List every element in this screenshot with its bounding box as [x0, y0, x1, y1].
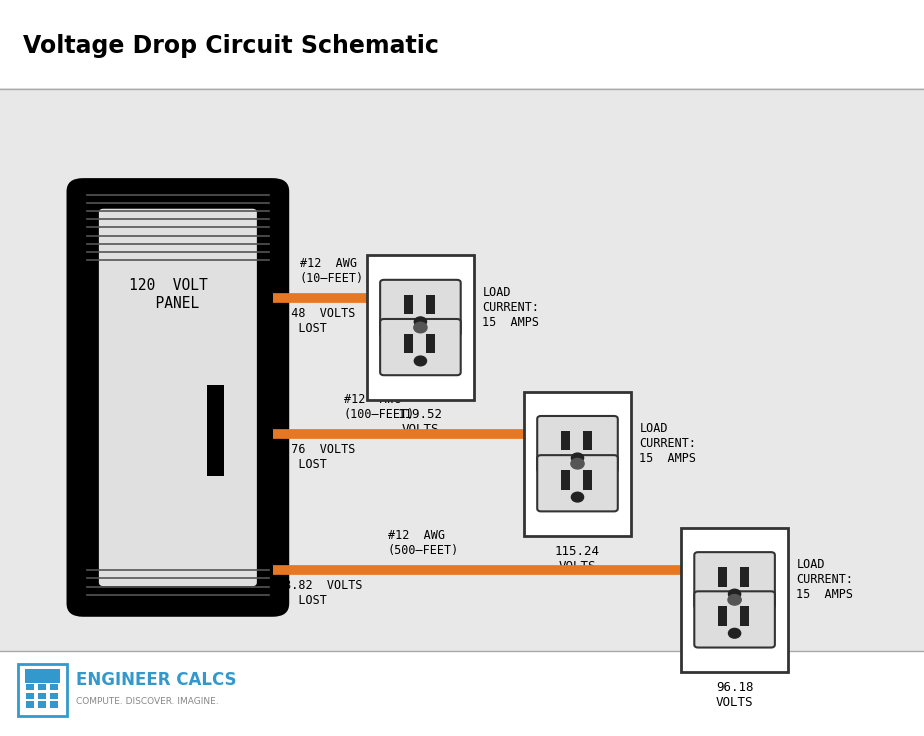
FancyBboxPatch shape	[537, 455, 618, 512]
FancyBboxPatch shape	[404, 294, 413, 314]
FancyBboxPatch shape	[26, 701, 34, 708]
FancyBboxPatch shape	[561, 431, 570, 450]
Circle shape	[728, 629, 741, 638]
FancyBboxPatch shape	[367, 255, 474, 400]
FancyBboxPatch shape	[425, 294, 434, 314]
Text: COMPUTE. DISCOVER. IMAGINE.: COMPUTE. DISCOVER. IMAGINE.	[76, 698, 218, 707]
Text: 0.48  VOLTS
   LOST: 0.48 VOLTS LOST	[277, 307, 356, 335]
FancyBboxPatch shape	[50, 701, 58, 708]
FancyBboxPatch shape	[718, 567, 727, 587]
FancyBboxPatch shape	[380, 319, 461, 375]
FancyBboxPatch shape	[739, 606, 748, 626]
Text: #12  AWG
(500–FEET): #12 AWG (500–FEET)	[388, 529, 459, 557]
FancyBboxPatch shape	[380, 280, 461, 336]
FancyBboxPatch shape	[718, 606, 727, 626]
Text: ENGINEER CALCS: ENGINEER CALCS	[76, 671, 237, 690]
FancyBboxPatch shape	[404, 334, 413, 353]
FancyBboxPatch shape	[50, 675, 58, 682]
FancyBboxPatch shape	[694, 552, 775, 609]
FancyBboxPatch shape	[0, 651, 924, 736]
FancyBboxPatch shape	[38, 701, 46, 708]
Circle shape	[414, 322, 427, 333]
Text: 120  VOLT
  PANEL: 120 VOLT PANEL	[129, 278, 208, 311]
FancyBboxPatch shape	[537, 416, 618, 473]
Text: #12  AWG
(100–FEET): #12 AWG (100–FEET)	[344, 393, 415, 421]
Text: 119.52
VOLTS: 119.52 VOLTS	[398, 408, 443, 436]
Text: 115.24
VOLTS: 115.24 VOLTS	[555, 545, 600, 573]
FancyBboxPatch shape	[99, 209, 257, 586]
Circle shape	[414, 317, 427, 327]
FancyBboxPatch shape	[425, 334, 434, 353]
FancyBboxPatch shape	[26, 684, 34, 690]
Text: LOAD
CURRENT:
15  AMPS: LOAD CURRENT: 15 AMPS	[639, 422, 697, 464]
FancyBboxPatch shape	[18, 664, 67, 716]
Text: 23.82  VOLTS
   LOST: 23.82 VOLTS LOST	[277, 579, 363, 607]
FancyBboxPatch shape	[694, 591, 775, 648]
Text: 96.18
VOLTS: 96.18 VOLTS	[716, 681, 753, 709]
Circle shape	[571, 459, 584, 469]
Circle shape	[414, 356, 427, 366]
FancyBboxPatch shape	[582, 470, 591, 489]
FancyBboxPatch shape	[67, 178, 289, 617]
FancyBboxPatch shape	[26, 693, 34, 699]
Text: LOAD
CURRENT:
15  AMPS: LOAD CURRENT: 15 AMPS	[482, 286, 540, 328]
FancyBboxPatch shape	[50, 684, 58, 690]
Text: 4.76  VOLTS
   LOST: 4.76 VOLTS LOST	[277, 443, 356, 471]
Circle shape	[571, 492, 584, 502]
FancyBboxPatch shape	[561, 470, 570, 489]
FancyBboxPatch shape	[38, 684, 46, 690]
FancyBboxPatch shape	[207, 385, 224, 475]
Circle shape	[728, 595, 741, 605]
FancyBboxPatch shape	[50, 693, 58, 699]
FancyBboxPatch shape	[681, 528, 788, 672]
FancyBboxPatch shape	[0, 0, 924, 88]
FancyBboxPatch shape	[25, 670, 60, 683]
FancyBboxPatch shape	[582, 431, 591, 450]
Text: Voltage Drop Circuit Schematic: Voltage Drop Circuit Schematic	[23, 35, 439, 58]
Circle shape	[571, 453, 584, 463]
FancyBboxPatch shape	[524, 392, 631, 536]
Text: LOAD
CURRENT:
15  AMPS: LOAD CURRENT: 15 AMPS	[796, 558, 854, 601]
FancyBboxPatch shape	[38, 675, 46, 682]
FancyBboxPatch shape	[739, 567, 748, 587]
FancyBboxPatch shape	[26, 675, 34, 682]
Circle shape	[728, 590, 741, 599]
FancyBboxPatch shape	[38, 693, 46, 699]
Text: #12  AWG
(10–FEET): #12 AWG (10–FEET)	[299, 257, 364, 285]
